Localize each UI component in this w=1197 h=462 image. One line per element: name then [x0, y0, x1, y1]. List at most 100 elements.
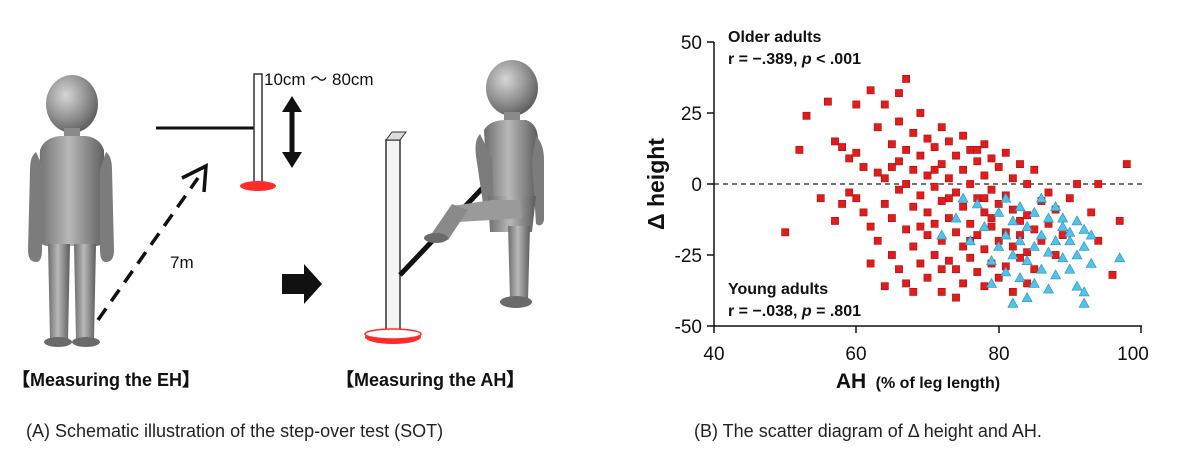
older-stat-suffix: < .001: [812, 51, 861, 68]
young-adult-point: [936, 229, 948, 240]
older-adult-point: [852, 100, 861, 109]
young-adult-point: [1050, 201, 1062, 211]
young-adults-annotation: Young adults r = −.038, p = .801: [728, 281, 861, 320]
young-adult-point: [1071, 280, 1083, 291]
y-tick-label: -25: [675, 246, 702, 267]
older-adult-point: [866, 86, 875, 95]
older-adult-point: [973, 268, 982, 276]
older-adult-point: [1016, 160, 1024, 168]
older-adult-point: [852, 194, 861, 203]
older-adult-point: [902, 146, 910, 154]
older-adult-point: [1016, 217, 1024, 225]
older-adult-point: [916, 151, 925, 160]
older-adult-point: [902, 180, 910, 188]
older-stat-p: p: [801, 51, 812, 68]
older-adult-point: [959, 242, 967, 251]
young-stat-p: p: [801, 303, 812, 320]
older-adult-point: [930, 143, 939, 151]
older-adult-point: [909, 242, 918, 251]
young-adult-point: [985, 277, 998, 288]
older-adult-point: [1008, 287, 1017, 296]
young-adult-point: [971, 198, 983, 209]
older-adult-point: [980, 140, 989, 149]
older-adult-point: [923, 134, 932, 143]
older-adults-annotation: Older adults r = −.389, p < .001: [728, 29, 861, 68]
older-adult-point: [987, 222, 996, 231]
older-adult-point: [845, 188, 854, 197]
young-adult-point: [1078, 240, 1090, 251]
older-adult-point: [895, 117, 903, 126]
scatter-chart: 50 25 0 -25 -50 40 60 80 100 AH (% of le…: [643, 29, 1149, 441]
older-adult-point: [895, 185, 903, 194]
older-adult-point: [895, 265, 903, 274]
young-adult-point: [1078, 297, 1090, 308]
young-adult-point: [985, 255, 998, 266]
older-adult-point: [944, 194, 953, 203]
older-adult-point: [959, 165, 967, 174]
older-adult-point: [895, 89, 903, 97]
young-adult-point: [1078, 286, 1090, 297]
older-adult-point: [1023, 279, 1031, 288]
older-adult-point: [952, 151, 960, 160]
young-adult-point: [1021, 291, 1033, 302]
older-adult-point: [845, 154, 854, 163]
range-label: 10cm 〜 80cm: [264, 70, 374, 89]
panel-a-caption: (A) Schematic illustration of the step-o…: [26, 421, 443, 441]
older-adult-point: [980, 208, 989, 217]
older-adult-point: [1094, 236, 1103, 245]
x-ticks: 40 60 80 100: [703, 326, 1149, 365]
older-adult-point: [1001, 148, 1010, 157]
young-adult-point: [1064, 235, 1076, 246]
young-adult-point: [1042, 246, 1055, 257]
x-tick-label: 40: [703, 344, 724, 365]
older-adult-point: [838, 143, 846, 151]
older-adult-point: [937, 160, 946, 168]
panel-a-illustration: 7m 10cm 〜 80cm: [12, 60, 544, 441]
older-adult-point: [994, 163, 1003, 171]
older-adult-point: [859, 208, 868, 217]
tall-hurdle-icon: [364, 131, 494, 344]
older-adult-point: [952, 265, 960, 274]
young-adult-point: [1071, 249, 1083, 260]
older-adult-point: [866, 259, 875, 268]
young-adult-point: [1050, 235, 1062, 246]
older-adult-point: [966, 180, 975, 188]
older-adults-title: Older adults: [728, 29, 821, 46]
older-adult-point: [859, 163, 868, 171]
older-adult-point: [959, 202, 967, 211]
older-adult-point: [980, 194, 989, 203]
older-adult-point: [873, 236, 882, 245]
older-adult-point: [887, 140, 896, 149]
older-adult-point: [909, 165, 918, 174]
older-adult-point: [873, 168, 882, 177]
young-adults-title: Young adults: [728, 281, 828, 298]
x-tick-label: 100: [1117, 344, 1149, 365]
older-adult-point: [994, 273, 1003, 282]
x-tick-label: 80: [988, 344, 1009, 365]
older-adult-point: [1023, 180, 1031, 188]
young-adult-point: [1035, 229, 1047, 240]
y-tick-label: 25: [681, 104, 702, 125]
older-adult-point: [816, 194, 825, 203]
older-adult-point: [937, 197, 946, 205]
older-adult-point: [916, 191, 925, 200]
points-layer: [781, 75, 1131, 308]
young-adult-point: [1000, 266, 1012, 277]
older-adult-point: [1044, 188, 1053, 197]
older-adult-point: [966, 253, 975, 262]
young-adult-point: [1000, 192, 1012, 203]
older-adults-stat: r = −.389, p < .001: [728, 51, 861, 68]
x-tick-label: 60: [845, 344, 866, 365]
young-adults-stat: r = −.038, p = .801: [728, 303, 861, 320]
person-stepping-icon: [424, 60, 544, 308]
older-adult-point: [909, 129, 918, 137]
older-adult-point: [952, 293, 960, 302]
older-adult-point: [923, 273, 932, 282]
older-adult-point: [1065, 194, 1074, 203]
x-axis-label: AH (% of leg length): [836, 370, 1000, 393]
young-stat-suffix: = .801: [812, 303, 861, 320]
young-adult-point: [1050, 269, 1062, 280]
older-adult-point: [1023, 211, 1031, 220]
older-adult-point: [823, 97, 832, 106]
